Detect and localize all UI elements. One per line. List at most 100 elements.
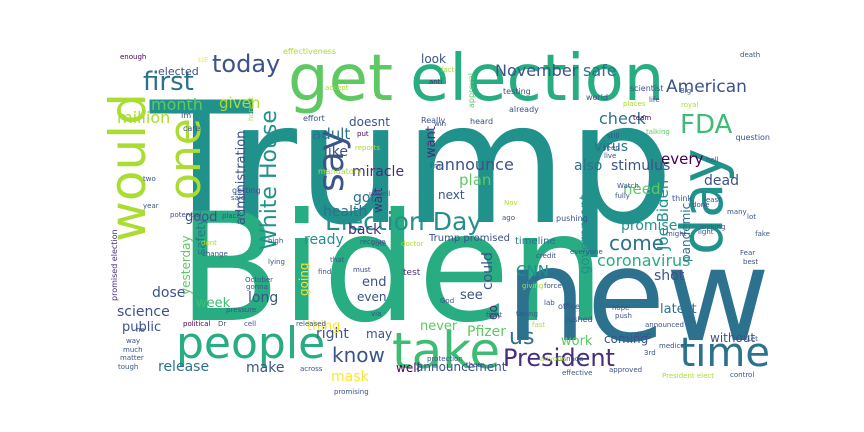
word-canada: Canada — [557, 355, 584, 363]
word-must: must — [353, 266, 371, 274]
word-us: us — [509, 325, 534, 350]
word-fully: fully — [615, 192, 630, 200]
word-miracle: miracle — [352, 164, 404, 180]
word-dead: dead — [704, 173, 739, 189]
word-fact: fact — [441, 66, 455, 74]
word-effective: effective — [562, 369, 592, 377]
word-fight: fight — [486, 311, 502, 319]
word-never: never — [420, 319, 458, 334]
word-want: want — [424, 126, 439, 158]
word-im: Im — [181, 111, 191, 120]
word-check: check — [599, 109, 647, 128]
word-fear: Fear — [740, 249, 755, 257]
word-timeline: timeline — [515, 236, 556, 247]
word-unveil: unveil — [369, 190, 390, 198]
word-fast: fast — [532, 321, 545, 329]
word-look: look — [421, 52, 446, 66]
word-approval: approval — [467, 73, 476, 108]
word-safe: safe — [583, 61, 617, 80]
word-people: people — [176, 318, 325, 369]
word-announce: announce — [435, 155, 514, 174]
word-work: work — [561, 334, 593, 349]
word-rushed: rushed — [565, 315, 593, 324]
word-live: live — [604, 152, 616, 160]
word-via: via — [371, 310, 381, 318]
word-also: also — [574, 158, 602, 174]
word-announced: announced — [645, 321, 684, 329]
word-across: across — [300, 365, 323, 373]
word-take: take — [392, 322, 500, 380]
word-would: would — [99, 93, 157, 242]
word-health: health — [323, 204, 367, 220]
word-american: American — [666, 77, 747, 97]
word-need: need — [623, 180, 661, 198]
word-protection: protection — [427, 355, 463, 363]
word-announcement: announcement — [416, 360, 507, 374]
word-adult: adult — [312, 125, 350, 143]
word-big: Big — [680, 87, 691, 95]
word-promised-election: promised election — [110, 229, 119, 301]
word-think: think — [672, 194, 693, 203]
word-long: long — [248, 290, 278, 306]
word-test: test — [403, 268, 421, 278]
word-put: put — [357, 130, 369, 138]
word-one: one — [160, 118, 211, 200]
word-win: win — [434, 120, 446, 128]
word-life: life — [649, 96, 660, 104]
word-potential: potential — [170, 211, 201, 219]
word-looking: looking — [700, 223, 725, 231]
word-new: new — [505, 222, 770, 371]
word-taking: taking — [516, 310, 538, 318]
word-get: get — [288, 42, 393, 116]
word-doctor: doctor — [401, 240, 424, 248]
word-death: death — [740, 51, 760, 59]
word-coming: coming — [604, 332, 648, 346]
word-october: October — [245, 276, 273, 284]
word-watch: Watch — [617, 182, 639, 190]
word-change: change — [202, 250, 228, 258]
word-reports: reports — [355, 144, 380, 152]
word-release: release — [158, 359, 209, 375]
word-force: force — [544, 282, 562, 290]
word-trump-promised: Trump promised — [428, 233, 510, 244]
word-effectiveness: effectiveness — [283, 47, 336, 56]
word-election-day: Election Day — [325, 207, 482, 236]
word-time: time — [680, 330, 770, 376]
word-place: place — [222, 212, 241, 220]
word-vote: vote — [371, 240, 386, 248]
word-talking: talking — [646, 128, 670, 136]
word-least: least — [704, 196, 721, 204]
word-mask: mask — [331, 369, 370, 385]
word-getting: getting — [232, 186, 261, 195]
word-control: control — [730, 371, 754, 379]
word-tough: tough — [118, 363, 138, 371]
word-push: push — [615, 312, 632, 320]
word-let: Let — [747, 335, 758, 343]
word-see: see — [460, 288, 483, 303]
word-ago: ago — [502, 214, 515, 222]
word-cnn: CNN — [516, 262, 549, 280]
word-nov: Nov — [504, 199, 518, 207]
word-light: light — [698, 228, 714, 236]
word-could: could — [480, 252, 496, 290]
word-joe-biden: Joe Biden — [654, 180, 672, 251]
word-that: that — [330, 256, 344, 264]
word-credit: credit — [536, 252, 556, 260]
word-safety: safety — [194, 218, 208, 255]
word-lie: LIE — [198, 56, 208, 64]
word-pressure: pressure — [226, 306, 256, 314]
word-right: right — [316, 326, 349, 342]
word-released: released — [296, 320, 326, 328]
word-anti: anti — [429, 78, 442, 86]
word-way: way — [126, 337, 140, 345]
word-yesterday: yesterday — [179, 235, 193, 295]
word-got: got — [353, 190, 376, 206]
word-office: office — [558, 302, 580, 311]
word-may: may — [366, 327, 392, 341]
word-medical: medical — [659, 342, 687, 350]
word-there: there — [466, 361, 485, 369]
word-effort: effort — [303, 114, 325, 123]
word-everyone: everyone — [570, 248, 603, 256]
word-white-house: White House — [257, 110, 282, 250]
word-election: election — [410, 42, 664, 116]
